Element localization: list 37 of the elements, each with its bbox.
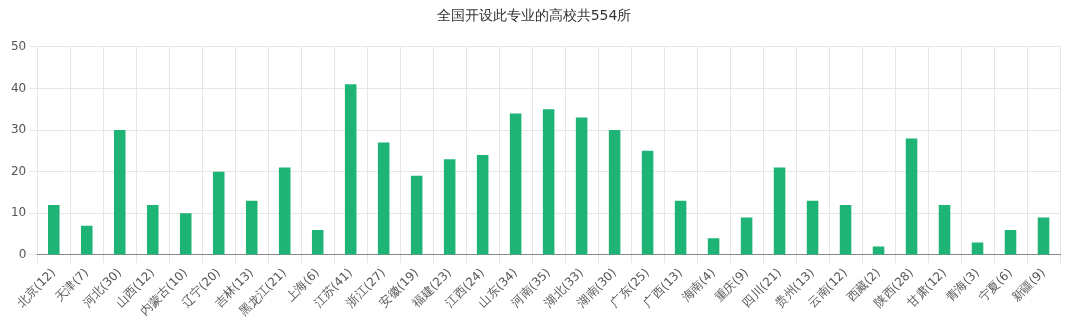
bar [542, 109, 555, 255]
bar [410, 175, 423, 255]
bar [641, 150, 654, 255]
bar [509, 113, 522, 255]
bar [278, 167, 291, 255]
bar [575, 117, 588, 255]
bar [905, 138, 918, 255]
y-tick-label: 30 [10, 122, 27, 137]
bar [1037, 217, 1050, 255]
bar [113, 130, 126, 255]
bar [608, 130, 621, 255]
bar [971, 242, 984, 255]
bar [377, 142, 390, 255]
bar [938, 204, 951, 255]
chart-title: 全国开设此专业的高校共554所 [436, 7, 632, 24]
bar [707, 238, 720, 255]
bar [311, 229, 324, 255]
bar [1004, 229, 1017, 255]
bar [344, 84, 357, 255]
bar [245, 200, 258, 255]
bar [839, 204, 852, 255]
bar [773, 167, 786, 255]
bar [806, 200, 819, 255]
bar [476, 155, 489, 255]
bar [740, 217, 753, 255]
y-tick-label: 50 [10, 38, 27, 53]
bar [674, 200, 687, 255]
y-tick-label: 20 [10, 163, 27, 178]
bar [80, 225, 93, 255]
bar [47, 204, 60, 255]
y-tick-label: 40 [10, 80, 27, 95]
bar [179, 213, 192, 255]
bar [212, 171, 225, 255]
bar [443, 159, 456, 255]
y-tick-label: 10 [10, 205, 27, 220]
y-tick-label: 0 [18, 247, 27, 262]
bar [146, 204, 159, 255]
